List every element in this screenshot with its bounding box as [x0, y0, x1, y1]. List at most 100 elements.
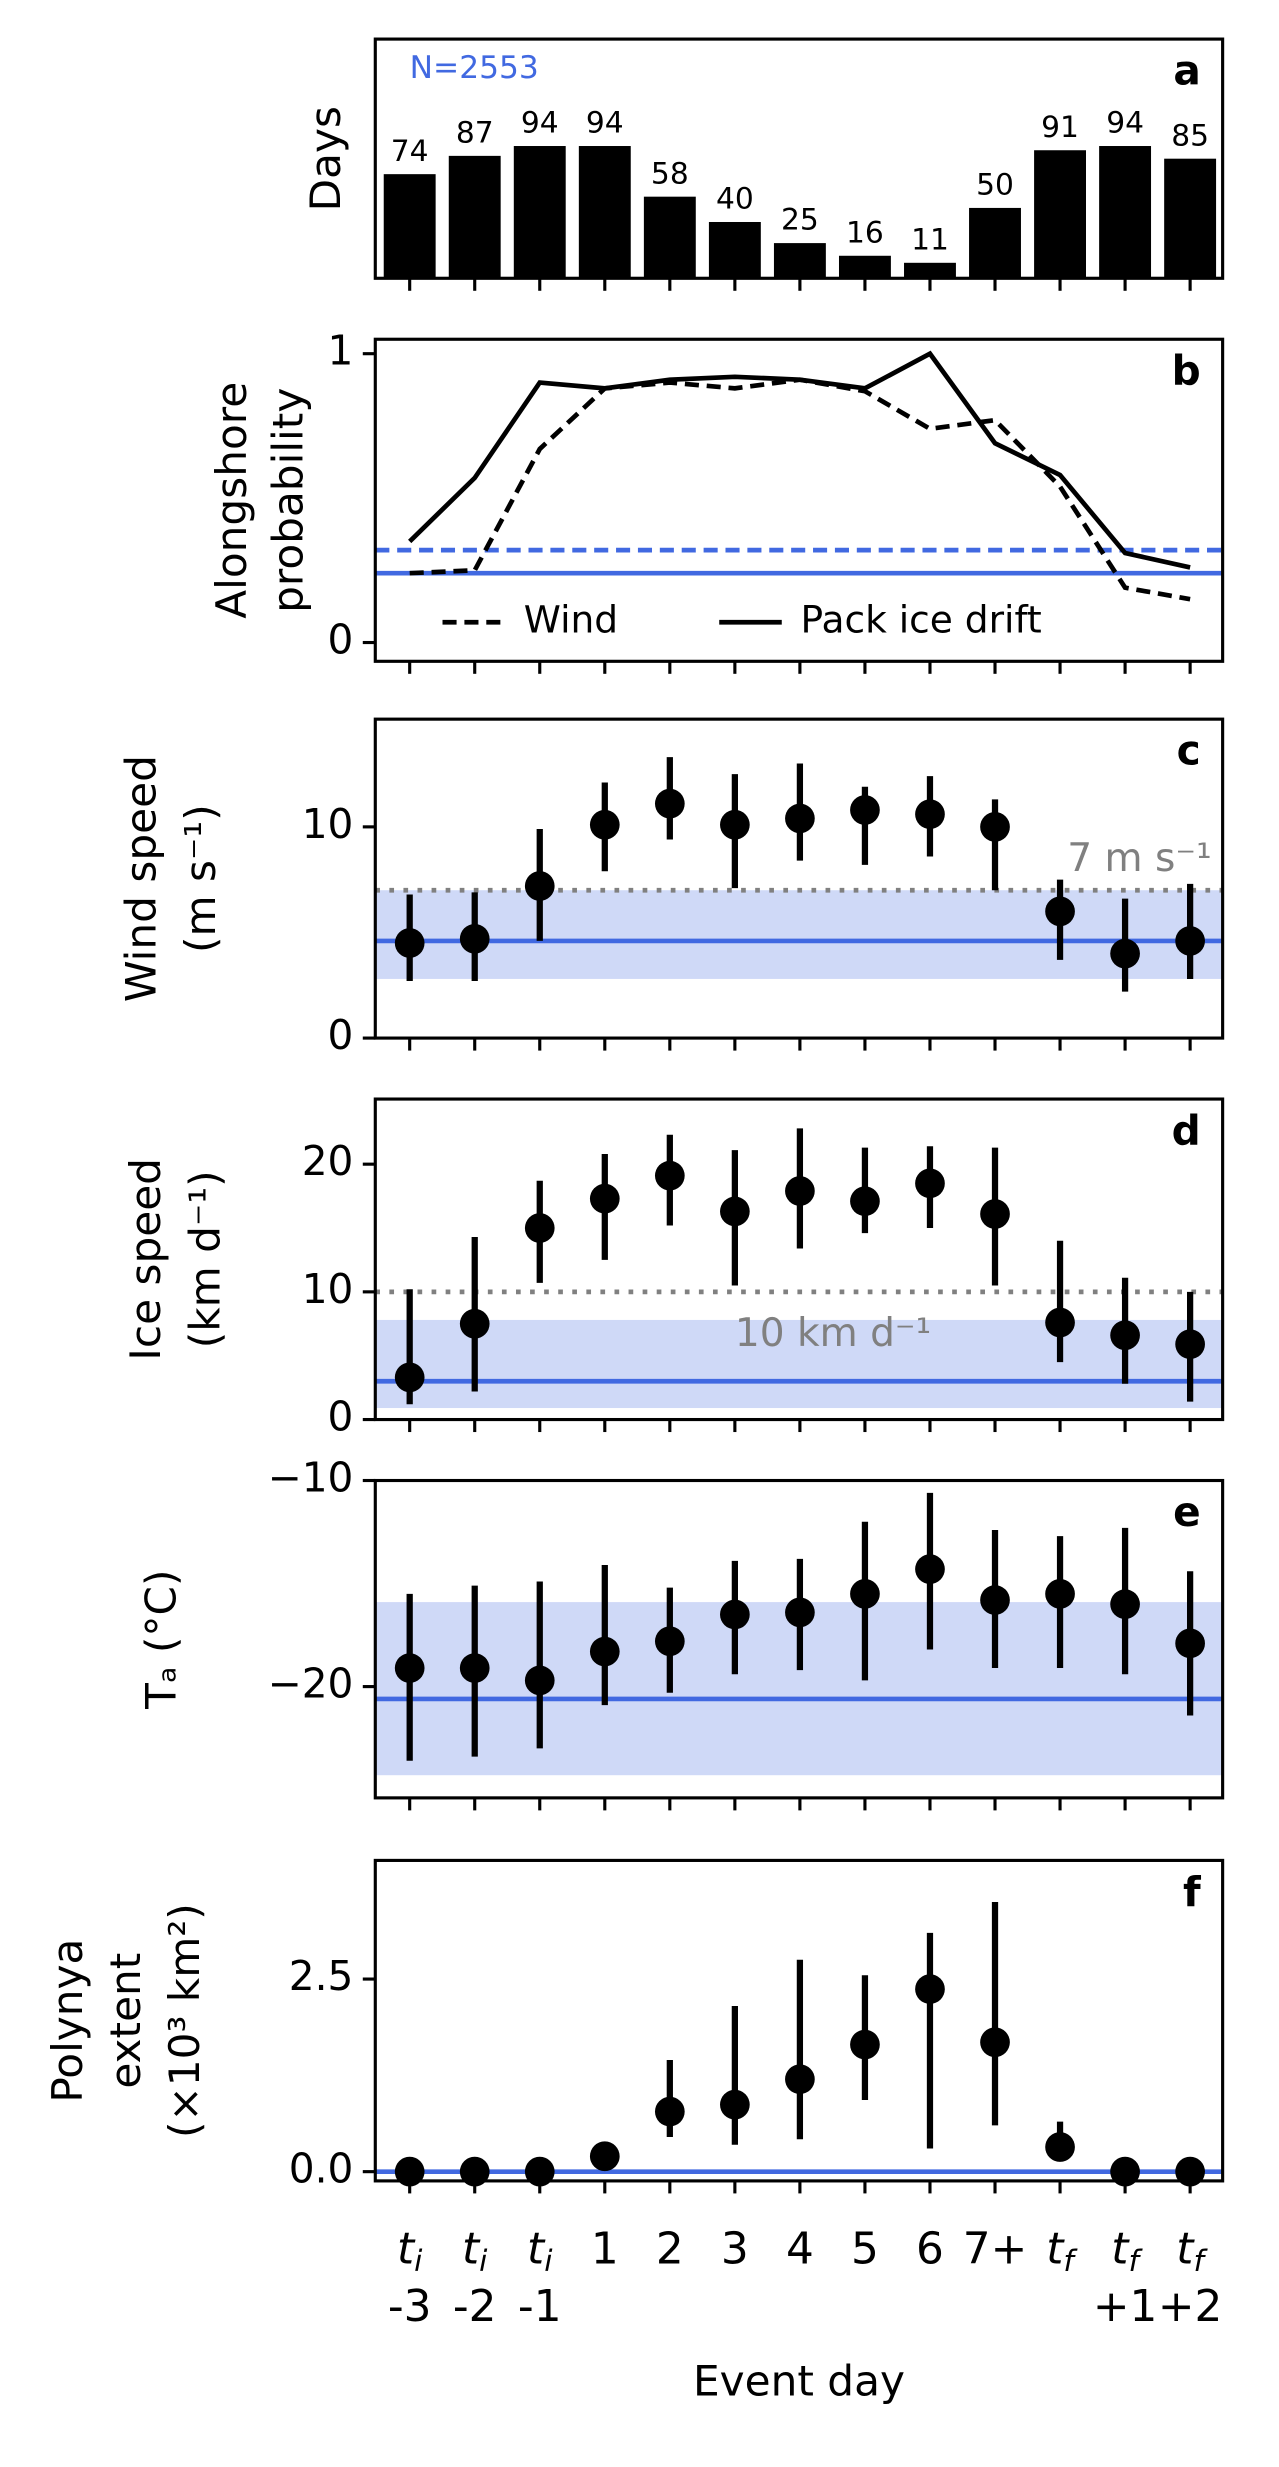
point [394, 928, 425, 958]
x-tick-label: 5 [851, 2223, 879, 2274]
x-tick-label-offset: -3 [388, 2281, 432, 2332]
y-axis-label: Ice speed [121, 1158, 170, 1361]
point [589, 2141, 620, 2172]
category-symbol: t [1176, 2223, 1195, 2274]
point [1045, 1307, 1075, 1338]
point [1110, 1589, 1140, 1620]
point [654, 788, 685, 819]
point [785, 1176, 815, 1206]
point [980, 1199, 1010, 1229]
bar [1099, 146, 1152, 279]
x-tick-label: 2 [656, 2223, 684, 2274]
category-subscript: i [544, 2244, 553, 2279]
y-tick-label: 0.0 [289, 2145, 354, 2193]
y-axis-label: probability [263, 388, 312, 613]
y-axis-label: (km d⁻¹) [181, 1170, 230, 1348]
point [850, 795, 880, 825]
point [1045, 896, 1075, 927]
point [1175, 1329, 1205, 1360]
bar [1034, 150, 1086, 279]
point [589, 1183, 620, 1214]
x-tick-label: tf [1111, 2223, 1143, 2278]
y-axis-label: (m s⁻¹) [176, 804, 225, 953]
category-subscript: f [1063, 2244, 1078, 2279]
category-symbol: t [527, 2223, 546, 2274]
y-axis-label: extent [101, 1953, 150, 2089]
axes-frame [373, 1097, 1225, 1422]
y-tick-label: 1 [328, 327, 354, 375]
panel-label: b [1172, 347, 1201, 395]
bar-label: 25 [781, 203, 819, 238]
bar [773, 243, 826, 279]
category-subscript: i [479, 2244, 488, 2279]
legend-label: Wind [524, 598, 618, 642]
bar [513, 146, 566, 279]
bar-label: 85 [1171, 118, 1209, 153]
x-tick-label: tf [1046, 2223, 1078, 2278]
category-symbol: t [462, 2223, 481, 2274]
point [915, 1168, 945, 1199]
x-tick-label: tf [1176, 2223, 1208, 2278]
x-tick-label: 1 [591, 2223, 619, 2274]
panel-label: d [1172, 1106, 1201, 1154]
threshold-label: 10 km d⁻¹ [735, 1311, 931, 1356]
point [785, 803, 815, 834]
point [654, 1626, 685, 1657]
band [375, 890, 1223, 979]
point [394, 2156, 425, 2187]
point [459, 1308, 490, 1339]
bar-label: 87 [456, 115, 494, 150]
bar-label: 50 [976, 168, 1014, 203]
y-tick-label: −10 [268, 1454, 354, 1502]
panel-label: c [1177, 727, 1201, 775]
y-tick-label: 0 [328, 1011, 354, 1059]
legend-label: Pack ice drift [801, 598, 1042, 642]
point [980, 1585, 1010, 1615]
panel: −10 −20 Tₐ (°C) e [137, 1454, 1225, 1811]
point [524, 2156, 555, 2187]
x-tick-label: 4 [786, 2223, 814, 2274]
point [785, 2064, 815, 2095]
y-tick-label: 10 [302, 1265, 354, 1313]
point [394, 1362, 425, 1393]
bar [383, 174, 436, 279]
y-axis-label: Days [301, 106, 350, 211]
point [524, 871, 555, 901]
y-tick-label: 20 [302, 1137, 354, 1185]
category-subscript: f [1193, 2244, 1208, 2279]
y-axis-label: Wind speed [116, 755, 165, 1002]
point [1175, 926, 1205, 956]
bar [578, 146, 631, 279]
point [850, 2029, 880, 2060]
point [720, 1196, 750, 1227]
bar [838, 255, 891, 279]
point [980, 812, 1010, 842]
line-series [408, 350, 1191, 570]
y-tick-label: −20 [268, 1660, 354, 1708]
band [375, 1319, 1223, 1409]
panel-label: f [1183, 1868, 1202, 1916]
point [1175, 1628, 1205, 1659]
panel-label: e [1173, 1488, 1201, 1536]
category-symbol: t [397, 2223, 416, 2274]
y-tick-label: 2.5 [289, 1952, 354, 2000]
point [915, 799, 945, 830]
x-axis-label: Event day [693, 2357, 905, 2406]
point [524, 1213, 555, 1243]
point [785, 1597, 815, 1628]
point [394, 1653, 425, 1683]
bar [904, 262, 956, 279]
point [1110, 1320, 1140, 1351]
point [1045, 2132, 1075, 2162]
y-axis-label: (×10³ km²) [160, 1903, 209, 2138]
point [850, 1579, 880, 1609]
bar [1164, 158, 1217, 279]
x-tick-label: ti [397, 2223, 423, 2278]
bar [969, 207, 1021, 279]
panel: 74 87 94 94 58 40 25 16 11 50 91 94 85 Days a N=2553 [301, 37, 1225, 291]
point [589, 1636, 620, 1667]
point [915, 1554, 945, 1584]
point [1110, 938, 1140, 969]
x-tick-label-offset: +2 [1158, 2281, 1223, 2332]
